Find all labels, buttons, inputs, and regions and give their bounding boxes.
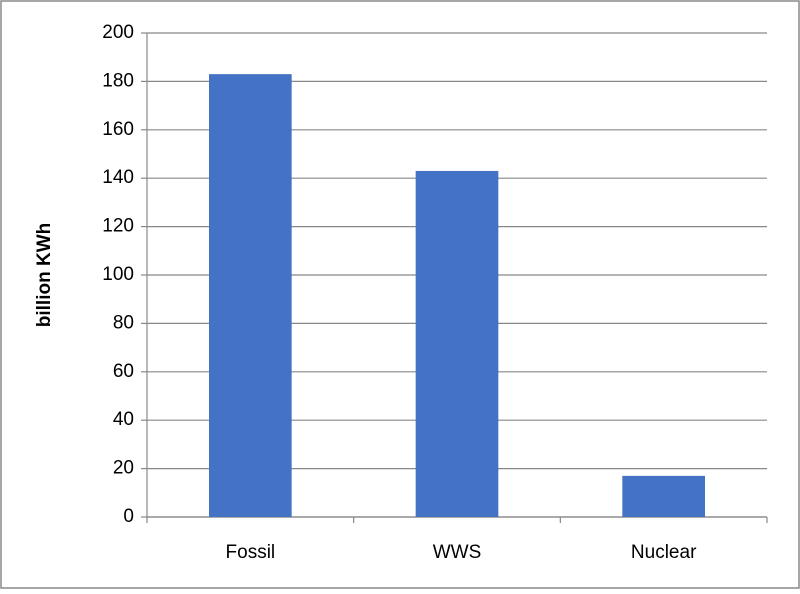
y-axis-label: billion KWh bbox=[34, 223, 55, 327]
y-tick-label: 100 bbox=[102, 264, 134, 285]
x-tick-label: Fossil bbox=[226, 542, 276, 563]
y-tick-label: 160 bbox=[102, 119, 134, 140]
y-tick-label: 20 bbox=[113, 458, 134, 479]
y-tick-label: 200 bbox=[102, 22, 134, 43]
y-tick-label: 80 bbox=[113, 312, 134, 333]
bar bbox=[622, 475, 705, 517]
y-tick-label: 180 bbox=[102, 70, 134, 91]
bar bbox=[415, 170, 499, 517]
y-tick-label: 0 bbox=[123, 506, 134, 527]
y-tick-label: 120 bbox=[102, 216, 134, 237]
x-tick-label: Nuclear bbox=[631, 542, 697, 563]
y-tick-label: 140 bbox=[102, 167, 134, 188]
x-tick-label: WWS bbox=[433, 542, 482, 563]
bar bbox=[209, 74, 292, 517]
y-tick-label: 40 bbox=[113, 409, 134, 430]
y-tick-label: 60 bbox=[113, 361, 134, 382]
